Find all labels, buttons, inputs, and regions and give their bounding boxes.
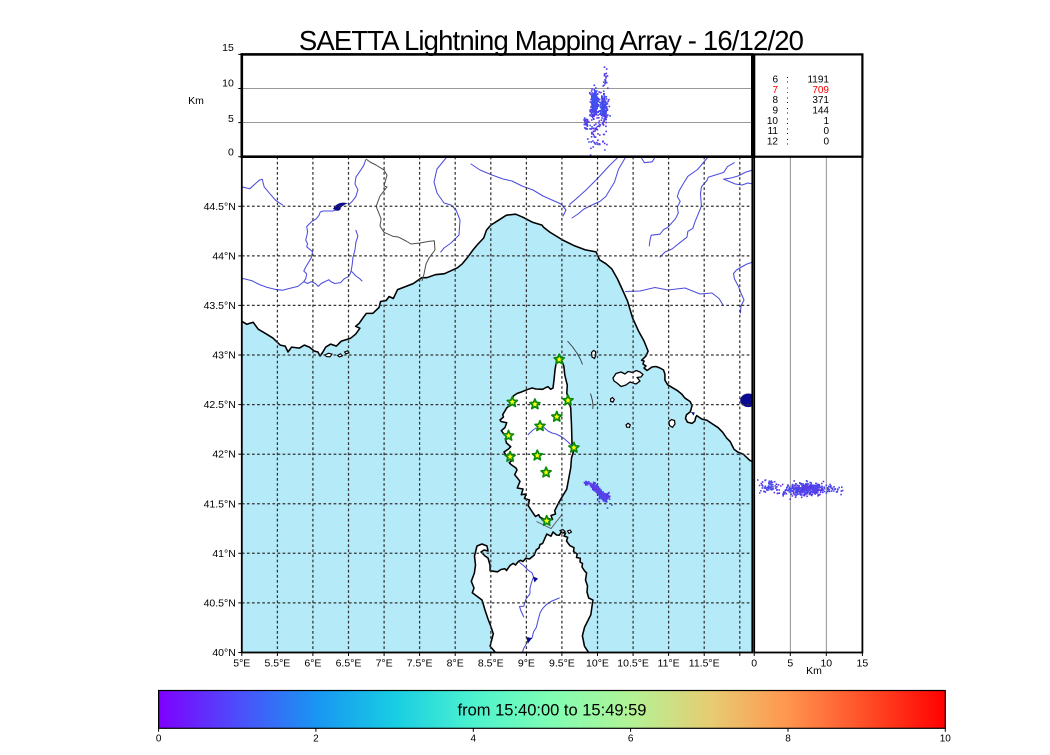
svg-text::: : [786, 106, 789, 117]
svg-text:2: 2 [313, 734, 319, 745]
svg-text:12: 12 [767, 137, 779, 148]
svg-text:44°N: 44°N [212, 250, 235, 262]
svg-text:10: 10 [767, 116, 779, 127]
svg-text:7.5°E: 7.5°E [407, 658, 433, 670]
svg-text:371: 371 [812, 95, 829, 106]
svg-text::: : [786, 137, 789, 148]
svg-text:8: 8 [772, 95, 778, 106]
svg-text:5: 5 [787, 658, 793, 670]
svg-text:7: 7 [772, 85, 778, 96]
svg-text:1: 1 [823, 116, 829, 127]
svg-text:15: 15 [857, 658, 869, 670]
svg-text:0: 0 [156, 734, 162, 745]
svg-text:4: 4 [471, 734, 477, 745]
svg-text:10.5°E: 10.5°E [617, 658, 649, 670]
svg-text:15: 15 [222, 42, 234, 54]
svg-text:1191: 1191 [807, 75, 829, 86]
svg-text:41.5°N: 41.5°N [204, 498, 236, 510]
svg-text:44.5°N: 44.5°N [204, 201, 236, 213]
svg-text:0: 0 [751, 658, 757, 670]
svg-text::: : [786, 85, 789, 96]
svg-text:8: 8 [785, 734, 791, 745]
svg-text:6°E: 6°E [304, 658, 321, 670]
svg-text:42.5°N: 42.5°N [204, 399, 236, 411]
svg-text:41°N: 41°N [212, 548, 235, 560]
svg-text::: : [786, 116, 789, 127]
svg-text:6: 6 [772, 75, 778, 86]
svg-text:Km: Km [188, 95, 204, 107]
svg-text:11.5°E: 11.5°E [689, 658, 720, 670]
svg-text:0: 0 [228, 147, 234, 159]
svg-text:0: 0 [823, 126, 829, 137]
svg-text::: : [786, 75, 789, 86]
svg-text:from 15:40:00 to 15:49:59: from 15:40:00 to 15:49:59 [458, 702, 647, 720]
svg-text:5: 5 [228, 113, 234, 125]
svg-text:42°N: 42°N [212, 449, 235, 461]
svg-text:9: 9 [772, 106, 778, 117]
svg-text:40°N: 40°N [212, 647, 235, 659]
svg-text:10: 10 [222, 78, 234, 90]
svg-text:43°N: 43°N [212, 350, 235, 362]
svg-text:9.5°E: 9.5°E [549, 658, 575, 670]
svg-text:8.5°E: 8.5°E [478, 658, 504, 670]
svg-text:10: 10 [820, 658, 832, 670]
svg-text:Km: Km [806, 665, 822, 677]
svg-text:5°E: 5°E [233, 658, 250, 670]
svg-text:8°E: 8°E [447, 658, 464, 670]
svg-text:11: 11 [768, 126, 779, 137]
svg-text::: : [786, 126, 789, 137]
svg-text::: : [786, 95, 789, 106]
svg-text:0: 0 [823, 137, 829, 148]
svg-text:43.5°N: 43.5°N [204, 300, 236, 312]
svg-text:6: 6 [628, 734, 634, 745]
svg-text:709: 709 [812, 85, 829, 96]
svg-text:10: 10 [940, 734, 952, 745]
svg-text:9°E: 9°E [518, 658, 535, 670]
svg-text:10°E: 10°E [586, 658, 609, 670]
svg-text:5.5°E: 5.5°E [264, 658, 290, 670]
svg-text:SAETTA Lightning Mapping Array: SAETTA Lightning Mapping Array - 16/12/2… [299, 25, 804, 56]
svg-text:7°E: 7°E [376, 658, 393, 670]
svg-text:40.5°N: 40.5°N [204, 597, 236, 609]
svg-text:6.5°E: 6.5°E [336, 658, 362, 670]
svg-text:11°E: 11°E [658, 658, 680, 670]
svg-text:144: 144 [812, 106, 829, 117]
